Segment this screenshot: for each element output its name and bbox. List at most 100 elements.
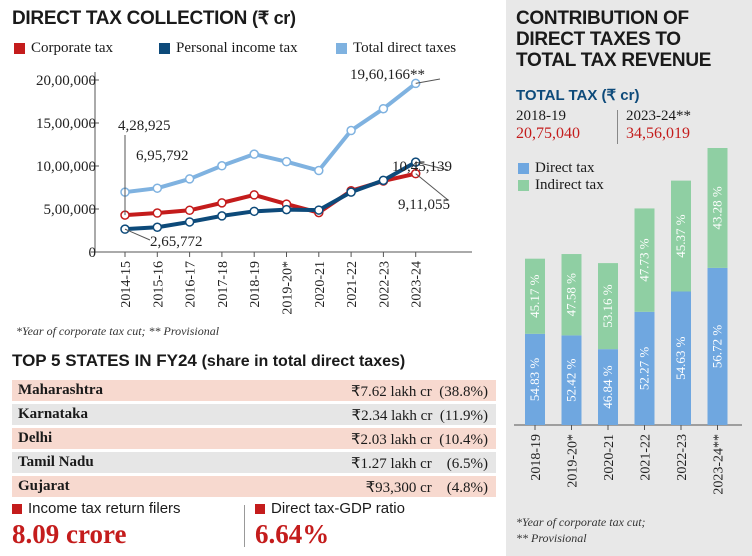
bar-title-line3: TOTAL TAX REVENUE — [516, 50, 712, 71]
state-name: Maharashtra — [18, 382, 103, 398]
legend-personal: Personal income tax — [159, 40, 298, 57]
bar-title-line1: CONTRIBUTION OF — [516, 8, 689, 29]
bar-indirect — [598, 263, 618, 350]
annotation-personal-first: 2,65,772 — [150, 234, 203, 250]
data-point — [346, 125, 356, 136]
states-row: Delhi ₹2.03 lakh cr (10.4%) — [12, 428, 496, 449]
kpi-gdp-bullet — [255, 503, 265, 514]
data-point — [281, 204, 292, 215]
legend-label-direct: Direct tax — [535, 160, 595, 176]
states-subtitle: (share in total direct taxes) — [201, 353, 406, 370]
legend-swatch-indirect — [518, 180, 529, 191]
bar-direct — [671, 291, 691, 425]
legend-swatch-corporate — [14, 43, 25, 54]
bar-indirect — [525, 258, 545, 334]
annotation-corporate-first: 4,28,925 — [118, 118, 171, 134]
legend-label-personal: Personal income tax — [176, 40, 298, 56]
state-value: ₹7.62 lakh cr (38.8%) — [350, 384, 488, 400]
data-point — [152, 222, 163, 233]
x-tick-label: 2022-23 — [377, 261, 392, 308]
kpi-filers-label-row: Income tax return filers — [12, 500, 242, 517]
legend-swatch-personal — [159, 43, 170, 54]
x-tick-label: 2016-17 — [184, 261, 199, 308]
annotation-corporate-last: 9,11,055 — [398, 197, 450, 213]
bar-direct — [598, 349, 618, 425]
bar-label-direct: 54.63 % — [673, 336, 688, 380]
legend-swatch-total — [336, 43, 347, 54]
x-tick-label: 2018-19 — [248, 261, 263, 308]
bar-label-indirect: 47.73 % — [637, 238, 652, 282]
data-point — [378, 175, 389, 186]
kpi-gdp-value: 6.64% — [255, 519, 330, 549]
kpi-filers-label: Income tax return filers — [28, 500, 181, 517]
bar-indirect — [671, 180, 691, 292]
states-row: Gujarat ₹93,300 cr (4.8%) — [12, 476, 496, 497]
bar-indirect — [707, 148, 728, 268]
legend-label-total: Total direct taxes — [353, 40, 457, 56]
bar-label-direct: 54.83 % — [527, 358, 542, 402]
data-point — [249, 206, 259, 217]
kpi-filers-value: 8.09 crore — [12, 519, 127, 549]
x-tick-label: 2015-16 — [151, 261, 166, 308]
x-tick-label: 2019-20* — [281, 261, 296, 315]
legend-total: Total direct taxes — [336, 40, 456, 57]
total-tax-value1: 20,75,040 — [516, 125, 580, 142]
x-tick-label: 2023-24 — [410, 261, 425, 308]
data-point — [152, 183, 163, 193]
data-point — [217, 211, 227, 221]
data-point — [217, 161, 227, 171]
total-tax-year2: 2023-24** — [626, 108, 691, 125]
state-value: ₹2.34 lakh cr (11.9%) — [351, 408, 488, 424]
bar-category-label: 2021-22 — [639, 434, 654, 481]
states-title-text: TOP 5 STATES IN FY24 — [12, 351, 197, 370]
x-tick-label: 2014-15 — [119, 261, 134, 308]
bar-label-direct: 46.84 % — [600, 365, 615, 409]
annotation-personal-last: 10,45,139 — [392, 159, 452, 175]
state-name: Karnataka — [18, 406, 89, 422]
leader-total-last — [415, 78, 441, 84]
data-point — [217, 198, 227, 208]
bar-label-indirect: 53.16 % — [600, 284, 615, 328]
bar-label-indirect: 43.28 % — [710, 186, 725, 230]
legend-label-corporate: Corporate tax — [31, 40, 114, 56]
bar-category-label: 2019-20* — [566, 434, 581, 488]
total-tax-year1: 2018-19 — [516, 108, 566, 124]
data-point — [184, 217, 195, 227]
x-tick-label: 2020-21 — [313, 261, 328, 308]
bar-label-direct: 52.42 % — [564, 358, 579, 402]
bar-indirect — [634, 208, 655, 312]
bar-direct — [707, 267, 728, 425]
states-title: TOP 5 STATES IN FY24 (share in total dir… — [12, 351, 405, 371]
bar-direct — [525, 333, 545, 425]
y-tick-label: 0 — [89, 245, 97, 261]
total-tax-divider — [617, 110, 618, 144]
bar-label-indirect: 45.17 % — [527, 274, 542, 318]
x-tick-label: 2017-18 — [216, 261, 231, 308]
data-point — [249, 190, 259, 200]
state-value: ₹1.27 lakh cr (6.5%) — [350, 456, 488, 472]
bar-label-direct: 52.27 % — [637, 347, 652, 391]
legend-swatch-direct — [518, 163, 529, 174]
kpi-gdp-label-row: Direct tax-GDP ratio — [255, 500, 495, 517]
bar-footnote-1: *Year of corporate tax cut; — [516, 515, 646, 529]
bar-category-label: 2023-24** — [712, 434, 727, 495]
total-tax-value2: 34,56,019 — [626, 125, 690, 142]
data-point — [346, 187, 356, 197]
state-name: Delhi — [18, 430, 53, 446]
x-tick-label: 2021-22 — [345, 261, 360, 308]
bar-label-direct: 56.72 % — [710, 325, 725, 369]
states-row: Karnataka ₹2.34 lakh cr (11.9%) — [12, 404, 496, 425]
series-line-2 — [124, 81, 417, 195]
bar-category-label: 2022-23 — [675, 434, 690, 481]
leader-corporate-last — [415, 173, 449, 201]
state-value: ₹93,300 cr (4.8%) — [365, 480, 488, 496]
legend-indirect-tax: Indirect tax — [518, 177, 604, 194]
kpi-gdp-ratio: Direct tax-GDP ratio 6.64% — [255, 500, 495, 550]
legend-direct-tax: Direct tax — [518, 160, 595, 177]
data-point — [314, 205, 324, 215]
kpi-filers: Income tax return filers 8.09 crore — [12, 500, 242, 550]
legend-corporate: Corporate tax — [14, 40, 113, 57]
line-chart-footnote: *Year of corporate tax cut; ** Provision… — [16, 324, 220, 338]
series-line-1 — [124, 160, 417, 232]
